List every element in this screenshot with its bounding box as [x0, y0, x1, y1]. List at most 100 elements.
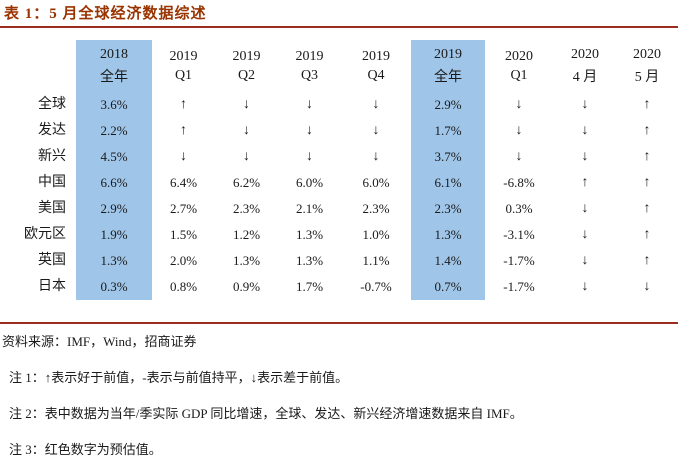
- value-cell: 6.6%: [76, 170, 152, 196]
- row-label: 日本: [38, 279, 66, 294]
- trend-arrow: ↓: [306, 123, 313, 138]
- trend-arrow: ↑: [180, 97, 187, 112]
- trend-arrow: ↓: [515, 123, 523, 138]
- value-cell: 3.6%: [76, 92, 152, 118]
- trend-arrow: ↓: [581, 227, 589, 242]
- trend-arrow: ↓: [243, 123, 250, 138]
- trend-arrow: ↓: [581, 279, 589, 294]
- trend-arrow: ↑: [643, 149, 651, 164]
- trend-arrow: ↑: [643, 123, 651, 138]
- row-label: 英国: [38, 253, 66, 268]
- value-cell: -1.7%: [503, 279, 535, 294]
- column-header: 2019 Q4: [362, 48, 390, 83]
- column-header: 2020 Q1: [505, 48, 533, 83]
- value-cell: 1.3%: [411, 222, 485, 248]
- note-3: 注 3：红色数字为预估值。: [9, 442, 162, 457]
- trend-arrow: ↑: [643, 175, 651, 190]
- table-title: 表 1：5 月全球经济数据综述: [4, 6, 207, 22]
- trend-arrow: ↓: [515, 149, 523, 164]
- value-cell: 0.7%: [411, 274, 485, 300]
- note-2: 注 2：表中数据为当年/季实际 GDP 同比增速，全球、发达、新兴经济增速数据来…: [9, 406, 523, 421]
- header-spacer: [0, 40, 76, 92]
- trend-arrow: ↑: [643, 253, 651, 268]
- value-cell: 0.8%: [169, 279, 198, 294]
- value-cell: -0.7%: [360, 279, 392, 294]
- trend-arrow: ↑: [180, 123, 187, 138]
- trend-arrow: ↑: [643, 97, 651, 112]
- column-header: 2020 5 月: [633, 46, 661, 85]
- value-cell: 6.1%: [411, 170, 485, 196]
- row-label: 中国: [38, 175, 66, 190]
- trend-arrow: ↑: [581, 175, 589, 190]
- column-header: 2019 全年: [411, 40, 485, 92]
- trend-arrow: ↓: [243, 149, 250, 164]
- trend-arrow: ↓: [515, 97, 523, 112]
- note-1: 注 1：↑表示好于前值，-表示与前值持平，↓表示差于前值。: [9, 370, 349, 385]
- value-cell: 2.9%: [76, 196, 152, 222]
- table-row: 美国 2.9% 2.7% 2.3% 2.1% 2.3% 2.3% 0.3% ↓ ↑: [0, 196, 678, 222]
- table-row: 全球 3.6% ↑ ↓ ↓ ↓ 2.9% ↓ ↓ ↑: [0, 92, 678, 118]
- econ-table: 2018 全年 2019 Q1 2019 Q2 2019 Q3 2019 Q4 2019 全年 2020…: [0, 40, 678, 300]
- value-cell: 2.0%: [169, 253, 198, 268]
- column-header: 2018 全年: [76, 40, 152, 92]
- value-cell: 1.3%: [295, 253, 324, 268]
- data-source: 资料来源：IMF，Wind，招商证券: [2, 334, 197, 349]
- value-cell: 0.3%: [76, 274, 152, 300]
- trend-arrow: ↓: [243, 97, 250, 112]
- value-cell: 1.3%: [295, 227, 324, 242]
- value-cell: 2.1%: [295, 201, 324, 216]
- table-row: 英国 1.3% 2.0% 1.3% 1.3% 1.1% 1.4% -1.7% ↓ ↑: [0, 248, 678, 274]
- row-label: 全球: [38, 97, 66, 112]
- trend-arrow: ↓: [372, 123, 380, 138]
- trend-arrow: ↓: [643, 279, 651, 294]
- table-row: 中国 6.6% 6.4% 6.2% 6.0% 6.0% 6.1% -6.8% ↑ ↑: [0, 170, 678, 196]
- row-label: 美国: [38, 201, 66, 216]
- trend-arrow: ↓: [581, 253, 589, 268]
- trend-arrow: ↓: [581, 201, 589, 216]
- trend-arrow: ↓: [306, 149, 313, 164]
- value-cell: 1.7%: [411, 118, 485, 144]
- trend-arrow: ↑: [643, 201, 651, 216]
- value-cell: 1.3%: [76, 248, 152, 274]
- value-cell: 2.2%: [76, 118, 152, 144]
- value-cell: 1.7%: [295, 279, 324, 294]
- trend-arrow: ↓: [581, 123, 589, 138]
- table-header-row: 2018 全年 2019 Q1 2019 Q2 2019 Q3 2019 Q4 2019 全年 2020…: [0, 40, 678, 92]
- value-cell: 6.4%: [169, 175, 198, 190]
- trend-arrow: ↑: [643, 227, 651, 242]
- value-cell: 1.9%: [76, 222, 152, 248]
- value-cell: 3.7%: [411, 144, 485, 170]
- value-cell: 6.0%: [295, 175, 324, 190]
- value-cell: -6.8%: [503, 175, 535, 190]
- value-cell: -1.7%: [503, 253, 535, 268]
- trend-arrow: ↓: [372, 149, 380, 164]
- table-row: 欧元区 1.9% 1.5% 1.2% 1.3% 1.0% 1.3% -3.1% ↓ ↑: [0, 222, 678, 248]
- title-rule: [0, 26, 678, 28]
- table-row: 新兴 4.5% ↓ ↓ ↓ ↓ 3.7% ↓ ↓ ↑: [0, 144, 678, 170]
- value-cell: 0.9%: [232, 279, 261, 294]
- value-cell: 1.0%: [362, 227, 390, 242]
- value-cell: 1.3%: [232, 253, 261, 268]
- value-cell: 2.3%: [411, 196, 485, 222]
- row-label: 欧元区: [24, 227, 66, 242]
- trend-arrow: ↓: [372, 97, 380, 112]
- table-row: 发达 2.2% ↑ ↓ ↓ ↓ 1.7% ↓ ↓ ↑: [0, 118, 678, 144]
- footer-rule: [0, 322, 678, 324]
- value-cell: 1.1%: [362, 253, 390, 268]
- value-cell: -3.1%: [503, 227, 535, 242]
- trend-arrow: ↓: [306, 97, 313, 112]
- table-row: 日本 0.3% 0.8% 0.9% 1.7% -0.7% 0.7% -1.7% ↓ ↓: [0, 274, 678, 300]
- value-cell: 2.7%: [169, 201, 198, 216]
- value-cell: 2.3%: [232, 201, 261, 216]
- value-cell: 1.2%: [232, 227, 261, 242]
- column-header: 2019 Q1: [169, 48, 198, 83]
- value-cell: 2.9%: [411, 92, 485, 118]
- trend-arrow: ↓: [581, 97, 589, 112]
- column-header: 2020 4 月: [571, 46, 599, 85]
- value-cell: 1.5%: [169, 227, 198, 242]
- value-cell: 6.0%: [362, 175, 390, 190]
- value-cell: 4.5%: [76, 144, 152, 170]
- row-label: 发达: [38, 123, 66, 138]
- value-cell: 6.2%: [232, 175, 261, 190]
- value-cell: 0.3%: [505, 201, 533, 216]
